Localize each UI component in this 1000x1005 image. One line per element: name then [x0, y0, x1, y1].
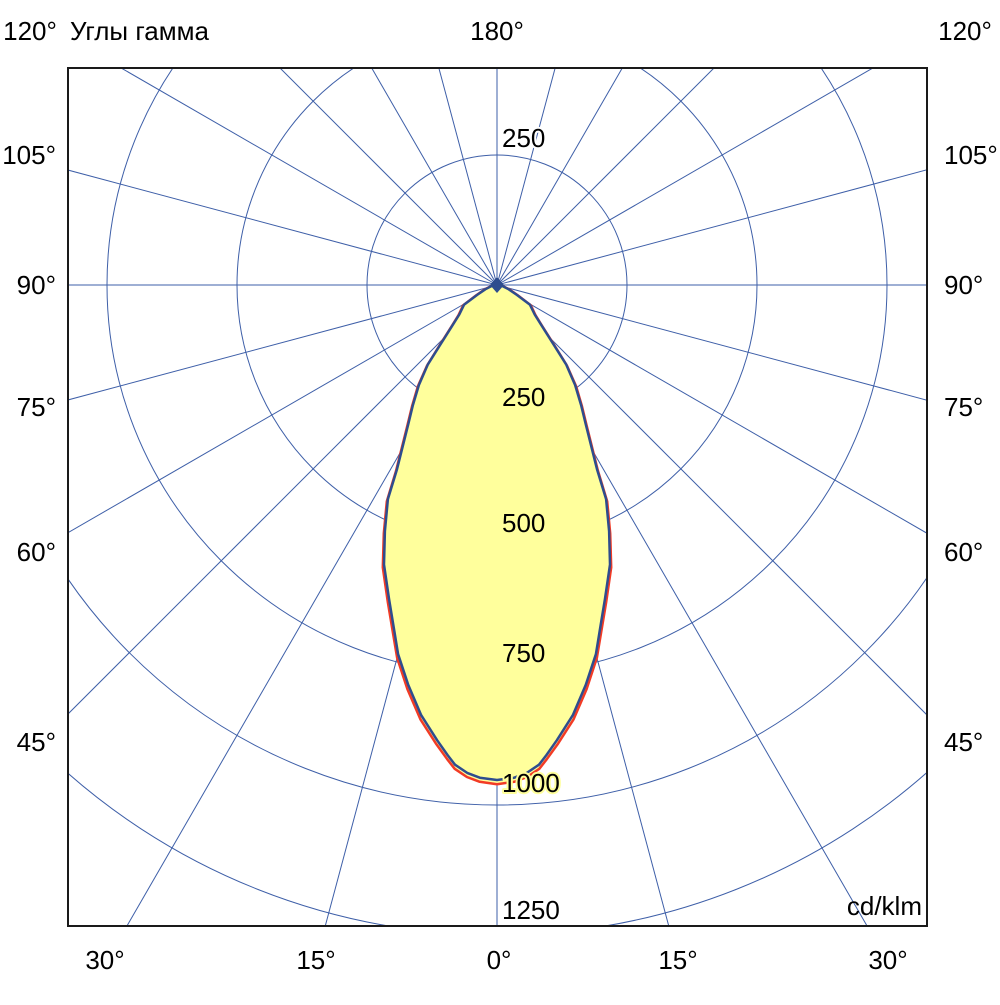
ring-value-label-500: 500 — [502, 508, 545, 538]
grid-ray-105 — [496, 169, 927, 286]
gamma-angle-label-bottom-left-15: 15° — [296, 945, 335, 975]
intensity-curve-c0-c180 — [382, 283, 612, 782]
gamma-angle-label-left-90: 90° — [17, 270, 56, 300]
gamma-angle-label-right-60: 60° — [944, 537, 983, 567]
gamma-angle-label-bottom-0: 0° — [487, 945, 512, 975]
grid-ray-315 — [68, 284, 498, 715]
gamma-angle-label-left-75: 75° — [17, 392, 56, 422]
chart-title: Углы гамма — [70, 16, 209, 46]
grid-ray-285 — [68, 284, 498, 401]
ring-value-label-250-upper: 250 — [502, 123, 545, 153]
grid-ray-135 — [496, 68, 715, 286]
grid-ray-255 — [68, 169, 498, 286]
grid-ray-150 — [496, 68, 623, 286]
plot-frame — [67, 67, 928, 927]
grid-ray-300 — [68, 284, 498, 534]
gamma-angle-label-bottom-right-30: 30° — [868, 945, 907, 975]
grid-ray-60 — [496, 284, 927, 534]
grid-ray-195 — [438, 68, 498, 286]
units-label: cd/klm — [847, 891, 922, 921]
ring-value-label-250: 250 — [502, 382, 545, 412]
ring-value-label-1000: 1000 — [502, 768, 560, 798]
center-diamond-marker — [490, 277, 504, 293]
gamma-angle-label-right-90: 90° — [944, 270, 983, 300]
grid-ray-30 — [496, 284, 868, 926]
gamma-angle-label-top-left: 120° — [3, 16, 57, 46]
ring-value-label-750: 750 — [502, 638, 545, 668]
center-marker — [490, 277, 504, 293]
gamma-angle-label-bottom-right-15: 15° — [658, 945, 697, 975]
gamma-angle-label-right-75: 75° — [944, 392, 983, 422]
grid-ray-330 — [126, 284, 498, 926]
intensity-curves — [381, 283, 613, 786]
grid-ray-210 — [371, 68, 498, 286]
grid-ray-120 — [496, 68, 874, 286]
gamma-angle-label-right-45: 45° — [944, 727, 983, 757]
grid-ray-225 — [279, 68, 498, 286]
gamma-angle-label-top-right: 120° — [938, 16, 992, 46]
grid-ray-75 — [496, 284, 927, 401]
gamma-angle-label-left-105: 105° — [2, 140, 56, 170]
gamma-angle-label-left-60: 60° — [17, 537, 56, 567]
grid-ray-240 — [120, 68, 498, 286]
grid-ray-165 — [496, 68, 556, 286]
gamma-angle-label-left-45: 45° — [17, 727, 56, 757]
gamma-angle-label-top-center: 180° — [470, 16, 524, 46]
gamma-angle-label-bottom-left-30: 30° — [85, 945, 124, 975]
gamma-angle-label-right-105: 105° — [944, 140, 998, 170]
grid-ray-45 — [496, 284, 927, 716]
ring-value-label-1250: 1250 — [502, 895, 560, 925]
